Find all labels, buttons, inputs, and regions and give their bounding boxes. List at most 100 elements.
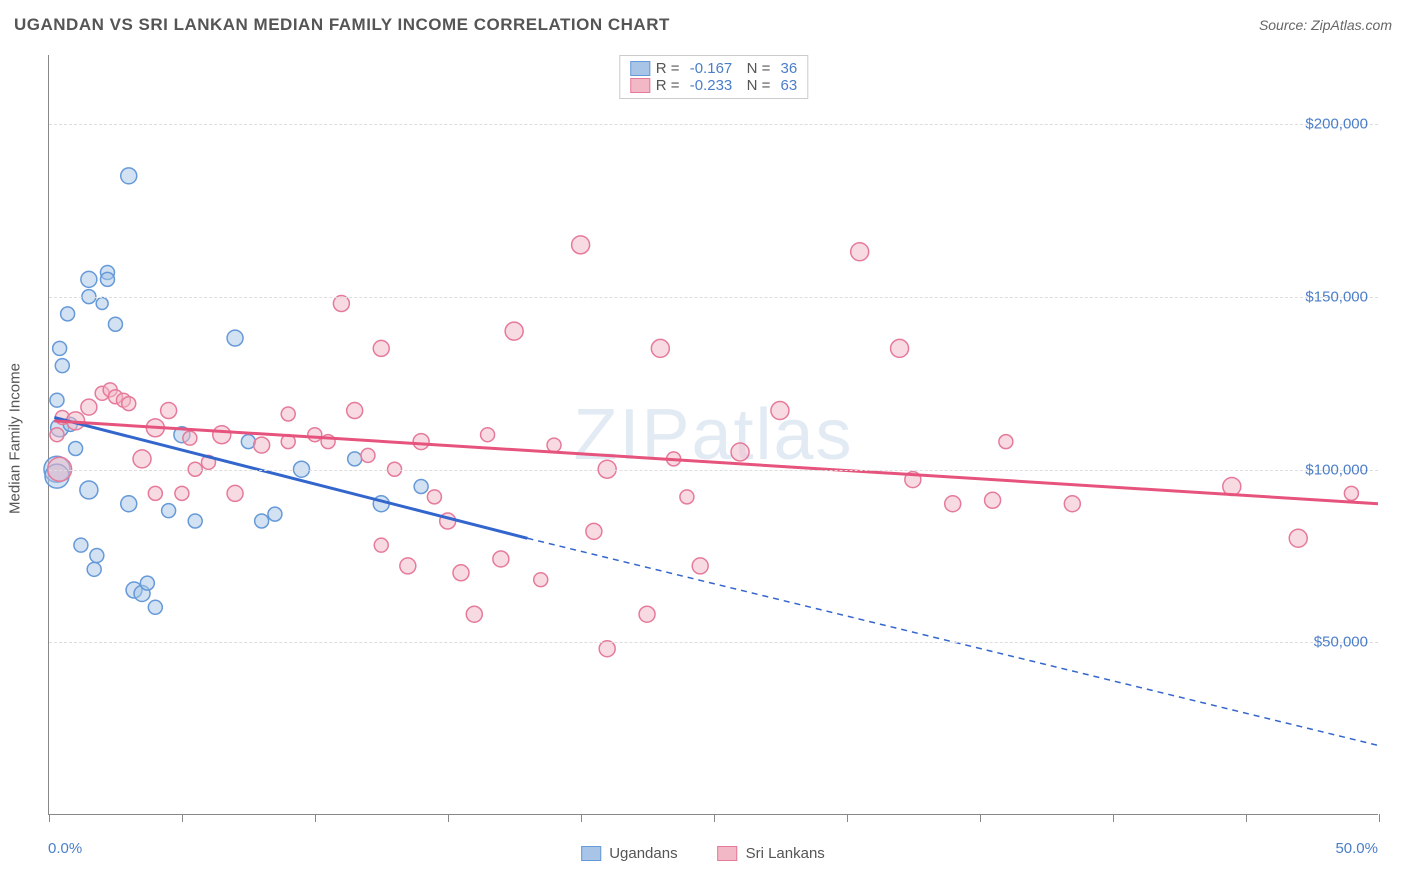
series-legend-item-0: Ugandans [581,845,677,862]
x-tick [1113,814,1114,822]
data-point[interactable] [188,514,202,528]
header-bar: UGANDAN VS SRI LANKAN MEDIAN FAMILY INCO… [14,10,1392,40]
data-point[interactable] [505,322,523,340]
y-axis-label: Median Family Income [7,363,24,514]
data-point[interactable] [586,523,602,539]
legend-swatch-ugandans-icon [630,61,650,76]
data-point[interactable] [373,340,389,356]
data-point[interactable] [122,397,136,411]
data-point[interactable] [999,435,1013,449]
data-point[interactable] [254,437,270,453]
data-point[interactable] [80,481,98,499]
y-tick-label: $50,000 [1314,634,1368,651]
data-point[interactable] [308,428,322,442]
correlation-legend-row-1: R = -0.233 N = 63 [630,77,797,94]
data-point[interactable] [121,496,137,512]
data-point[interactable] [413,434,429,450]
x-axis-min-label: 0.0% [48,840,82,857]
y-tick-label: $150,000 [1305,288,1368,305]
data-point[interactable] [851,243,869,261]
data-point[interactable] [348,452,362,466]
data-point[interactable] [108,317,122,331]
data-point[interactable] [945,496,961,512]
legend-swatch-icon [581,846,601,861]
data-point[interactable] [148,600,162,614]
data-point[interactable] [771,402,789,420]
data-point[interactable] [53,341,67,355]
data-point[interactable] [55,359,69,373]
data-point[interactable] [183,431,197,445]
data-point[interactable] [731,443,749,461]
correlation-legend: R = -0.167 N = 36 R = -0.233 N = 63 [619,55,808,99]
n-value-1: 63 [781,77,798,94]
x-tick [714,814,715,822]
grid-line [49,124,1378,125]
data-point[interactable] [493,551,509,567]
data-point[interactable] [74,538,88,552]
data-point[interactable] [100,272,114,286]
data-point[interactable] [1289,529,1307,547]
correlation-legend-row-0: R = -0.167 N = 36 [630,60,797,77]
data-point[interactable] [121,168,137,184]
grid-line [49,470,1378,471]
data-point[interactable] [255,514,269,528]
data-point[interactable] [140,576,154,590]
data-point[interactable] [651,339,669,357]
data-point[interactable] [1344,486,1358,500]
data-point[interactable] [227,485,243,501]
r-value-1: -0.233 [690,77,733,94]
data-point[interactable] [133,450,151,468]
x-tick [847,814,848,822]
grid-line [49,642,1378,643]
data-point[interactable] [281,407,295,421]
y-tick-label: $200,000 [1305,116,1368,133]
y-tick-label: $100,000 [1305,461,1368,478]
data-point[interactable] [50,393,64,407]
data-point[interactable] [162,504,176,518]
data-point[interactable] [1064,496,1080,512]
data-point[interactable] [534,573,548,587]
data-point[interactable] [227,330,243,346]
data-point[interactable] [891,339,909,357]
data-point[interactable] [481,428,495,442]
series-legend: Ugandans Sri Lankans [581,845,825,862]
legend-swatch-icon [718,846,738,861]
data-point[interactable] [547,438,561,452]
data-point[interactable] [985,492,1001,508]
chart-plot-area: ZIPatlas R = -0.167 N = 36 R = -0.233 N … [48,55,1378,815]
data-point[interactable] [213,426,231,444]
data-point[interactable] [639,606,655,622]
data-point[interactable] [148,486,162,500]
x-axis-max-label: 50.0% [1335,840,1378,857]
data-point[interactable] [466,606,482,622]
data-point[interactable] [96,298,108,310]
grid-line [49,297,1378,298]
x-tick [1379,814,1380,822]
x-tick [182,814,183,822]
series-name-0: Ugandans [609,845,677,862]
data-point[interactable] [61,307,75,321]
data-point[interactable] [361,448,375,462]
data-point[interactable] [572,236,590,254]
data-point[interactable] [87,562,101,576]
data-point[interactable] [175,486,189,500]
r-value-0: -0.167 [690,60,733,77]
data-point[interactable] [692,558,708,574]
data-point[interactable] [333,296,349,312]
data-point[interactable] [69,442,83,456]
data-point[interactable] [400,558,416,574]
data-point[interactable] [81,271,97,287]
data-point[interactable] [161,403,177,419]
data-point[interactable] [374,538,388,552]
data-point[interactable] [81,399,97,415]
x-tick [315,814,316,822]
data-point[interactable] [347,403,363,419]
data-point[interactable] [680,490,694,504]
data-point[interactable] [414,479,428,493]
data-point[interactable] [50,428,64,442]
data-point[interactable] [427,490,441,504]
data-point[interactable] [453,565,469,581]
x-tick [1246,814,1247,822]
data-point[interactable] [90,549,104,563]
data-point[interactable] [268,507,282,521]
